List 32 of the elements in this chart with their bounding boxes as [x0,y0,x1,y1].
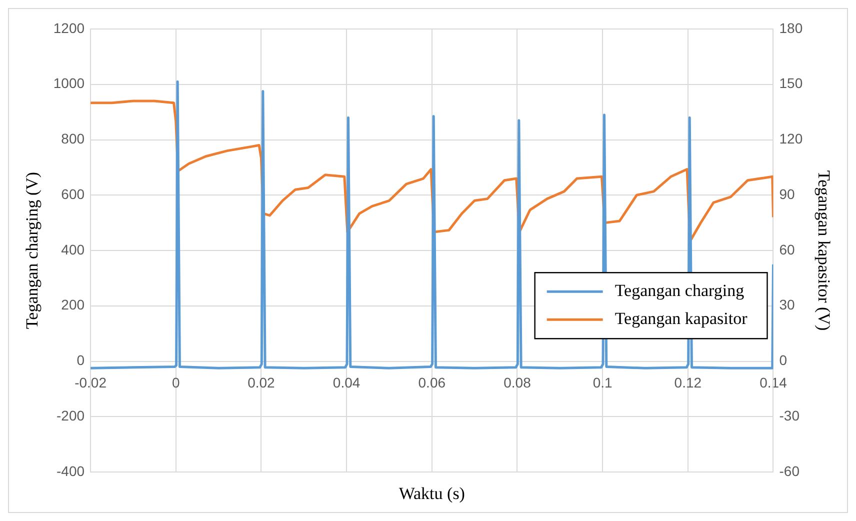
y-tick-label: 800 [61,130,85,147]
y2-tick-label: 60 [779,241,796,258]
y2-tick-label: 120 [779,130,803,147]
y-tick-label: 200 [61,296,85,313]
y-tick-label: 1200 [53,20,85,36]
y2-tick-label: 180 [779,20,803,36]
y2-tick-label: 90 [779,186,796,202]
x-tick-label: 0.08 [504,374,532,391]
y2-tick-label: -30 [779,407,800,424]
y-tick-label: -400 [56,462,85,479]
y2-tick-label: 150 [779,75,803,92]
x-tick-label: 0.02 [248,374,276,391]
y-tick-label: 1000 [53,75,85,92]
y2-axis-title: Tegangan kapasitor (V) [814,170,834,331]
legend-label: Tegangan kapasitor [614,309,748,328]
y-tick-label: 400 [61,241,85,258]
y-tick-label: -200 [56,407,85,424]
y2-tick-label: -60 [779,462,800,479]
x-axis-title: Waktu (s) [398,484,465,503]
x-tick-label: 0.14 [760,374,788,391]
y-tick-label: 600 [61,186,85,202]
x-tick-label: 0.1 [592,374,613,391]
x-tick-label: 0.04 [332,374,360,391]
y2-tick-label: 0 [779,352,788,368]
x-tick-label: -0.02 [74,374,107,391]
x-tick-label: 0 [172,374,180,391]
x-tick-label: 0.12 [674,374,702,391]
y-axis-title: Tegangan charging (V) [22,172,42,330]
legend-label: Tegangan charging [614,281,745,300]
y2-tick-label: 30 [779,296,796,313]
y-tick-label: 0 [76,352,85,368]
x-tick-label: 0.06 [418,374,446,391]
